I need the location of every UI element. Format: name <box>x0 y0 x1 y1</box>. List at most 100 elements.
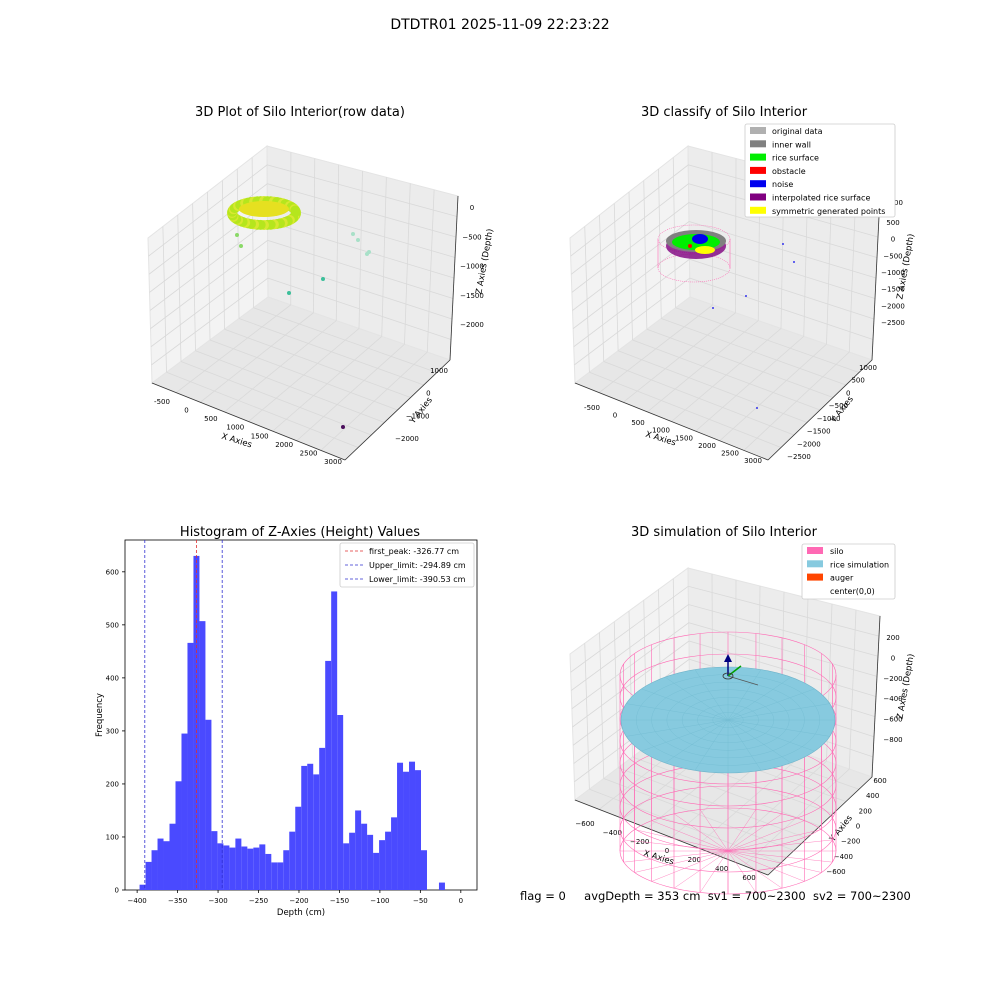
panel4-axes-gridline <box>572 640 877 728</box>
panel3-legend-label: Lower_limit: -390.53 cm <box>369 575 466 584</box>
panel4-silo-spoke <box>727 850 822 873</box>
panel3-x-tick: −50 <box>413 897 428 905</box>
panel4-x-tick: −600 <box>575 820 594 828</box>
panel3-bar <box>211 831 218 890</box>
panel4-legend-swatch <box>807 573 823 581</box>
panel1-y-label: Y Axies <box>407 395 435 427</box>
panel2-symmetric-points <box>695 246 715 254</box>
panel2-axes-y-axis-line <box>767 359 873 461</box>
panel4-silo-spoke <box>727 850 805 882</box>
panel4-axes-gridline <box>743 768 850 866</box>
panel4-axes-y-axis-line <box>767 776 873 876</box>
panel3-bar <box>295 806 302 890</box>
panel4-z-tick: 0 <box>891 654 895 662</box>
panel3-bar <box>175 781 182 890</box>
panel2-axes-gridline <box>573 258 875 348</box>
panel3-bar <box>325 660 332 890</box>
panel3-bar <box>301 765 308 890</box>
panel1-axes-gridline <box>320 351 428 451</box>
panel1-y-tick: 1000 <box>430 367 448 375</box>
panel2-axes-gridline <box>658 168 662 319</box>
panel3-bar <box>259 844 266 890</box>
panel3-bar <box>187 642 194 890</box>
panel2-z-tick: 0 <box>891 236 895 244</box>
panel3-y-tick: 0 <box>115 887 119 895</box>
panel3-bar <box>163 841 170 890</box>
panel4-rice-mesh <box>626 703 729 721</box>
panel3-bar <box>337 715 344 890</box>
panel4-rice-mesh <box>694 669 729 721</box>
panel4-y-tick: −200 <box>841 838 860 846</box>
panel3-bar <box>385 831 392 890</box>
panel2-legend-swatch <box>750 206 766 214</box>
panel3-y-tick: 600 <box>106 568 119 576</box>
panel3-x-tick: −100 <box>370 897 389 905</box>
panel2-x-tick: 1000 <box>652 427 670 435</box>
panel3-bar <box>283 850 290 890</box>
panel4-z-tick: −200 <box>883 675 902 683</box>
panel1-axes-gridline <box>426 189 435 353</box>
panel4-rice-mesh <box>727 669 762 721</box>
panel1-axes-gridline <box>251 157 254 308</box>
panel4-legend-label: auger <box>830 574 854 583</box>
panel1-data-point <box>321 277 325 281</box>
panel2-silo-classified <box>657 224 731 283</box>
panel2-legend-label: rice surface <box>772 154 819 163</box>
panel4-silo-spoke <box>634 850 729 873</box>
panel1-x-label: X Axies <box>220 432 253 451</box>
panel1-axes-gridline <box>238 318 424 386</box>
panel3-bar <box>421 850 427 890</box>
panel1-axes-z-axis-line <box>449 195 459 361</box>
panel4-legend-label: rice simulation <box>830 560 889 569</box>
panel3-bar <box>355 810 362 890</box>
panel3-y-tick: 500 <box>106 621 119 629</box>
panel2-axes-gridline <box>571 183 879 275</box>
panel4-y-tick: 600 <box>873 777 886 785</box>
panel2-legend-label: interpolated rice surface <box>772 194 870 203</box>
panel3-bar <box>367 834 374 890</box>
panel4-silo-spoke <box>699 809 729 852</box>
panel4-y-tick: −400 <box>834 853 853 861</box>
panel3-bar <box>205 719 212 890</box>
panel1-axes-gridline <box>381 177 387 337</box>
panel3-x-tick: −200 <box>289 897 308 905</box>
panel3-bar <box>379 840 386 890</box>
panel3-x-tick: −400 <box>128 897 147 905</box>
panel2-x-tick: 3000 <box>744 457 762 465</box>
panel3-y-tick: 300 <box>106 727 119 735</box>
panel1-z-tick: −500 <box>462 233 481 241</box>
panel3-bar <box>265 853 272 890</box>
panel4-legend: silo rice simulation auger center(0,0) <box>801 543 896 600</box>
panel2-noise-point <box>712 307 714 309</box>
panel1-axes-gridline <box>148 183 457 275</box>
panel1-z-tick: −1500 <box>460 292 484 300</box>
panel4-silo-spoke <box>673 813 729 852</box>
panel4-x-tick: 200 <box>688 856 701 864</box>
status-sv2: sv2 = 700~2300 <box>812 889 911 903</box>
panel4-rice-mesh <box>641 719 729 752</box>
panel4-silo-spoke <box>727 850 757 893</box>
panel2-axes-gridline <box>643 180 648 330</box>
panel4-legend-label: silo <box>830 547 844 556</box>
panel3-bar <box>217 843 224 890</box>
panel1-data-point <box>356 238 360 242</box>
panel2-legend-swatch <box>750 140 766 148</box>
panel1-axes-x-axis-line <box>151 382 346 461</box>
panel2-obstacle <box>688 244 692 248</box>
panel4-rice-mesh <box>641 688 729 721</box>
panel1-x-tick: 0 <box>184 407 188 415</box>
panel2-x-tick: 0 <box>613 412 617 420</box>
panel4-silo-spoke <box>623 839 729 852</box>
panel4-axes-gridline <box>695 753 805 848</box>
panel4-z-tick: 200 <box>886 634 899 642</box>
panel2-axes-z-axis-line <box>871 195 881 361</box>
panel1-z-tick: −1000 <box>460 263 484 271</box>
panel3-bar <box>313 774 320 890</box>
panel3-bar <box>271 862 278 890</box>
panel2-z-tick: −2000 <box>881 302 905 310</box>
panel4-silo-spoke <box>727 820 805 852</box>
panel3-y-tick: 200 <box>106 780 119 788</box>
panel3-bar <box>253 847 260 890</box>
panel3-bar <box>373 852 380 890</box>
